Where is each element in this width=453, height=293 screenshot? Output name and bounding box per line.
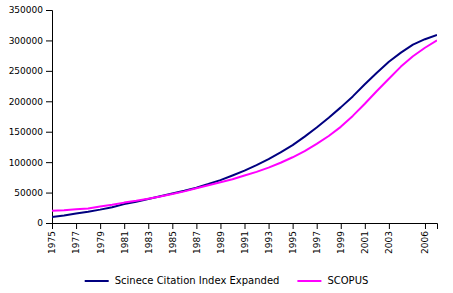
y-tick-mark <box>46 71 52 72</box>
x-tick: 1999 <box>336 223 346 254</box>
x-tick-label: 1977 <box>71 231 81 254</box>
x-tick: 1985 <box>168 223 178 254</box>
x-tick-label: 1999 <box>336 231 346 254</box>
x-tick-label: 1983 <box>144 231 154 254</box>
x-tick-label: 2003 <box>384 231 394 254</box>
legend-swatch <box>297 280 321 282</box>
x-tick-mark <box>76 223 77 229</box>
legend-item: Scinece Citation Index Expanded <box>85 275 280 286</box>
y-tick-label: 250000 <box>9 66 44 76</box>
legend-swatch <box>85 280 109 282</box>
x-tick-mark <box>389 223 390 229</box>
x-tick: 1997 <box>312 223 322 254</box>
x-tick-label: 1995 <box>288 231 298 254</box>
x-tick-mark <box>220 223 221 229</box>
legend-label: SCOPUS <box>327 275 368 286</box>
x-tick-mark <box>245 223 246 229</box>
x-tick: 1989 <box>216 223 226 254</box>
legend: Scinece Citation Index Expanded SCOPUS <box>85 275 369 286</box>
x-tick-label: 1981 <box>120 231 130 254</box>
x-tick-label: 1991 <box>240 231 250 254</box>
y-tick-mark <box>46 10 52 11</box>
marks <box>52 35 437 217</box>
legend-label: Scinece Citation Index Expanded <box>115 275 280 286</box>
x-tick-label: 1997 <box>312 231 322 254</box>
x-tick-mark <box>317 223 318 229</box>
y-tick: 350000 <box>9 5 52 15</box>
x-tick-mark <box>425 223 426 229</box>
x-tick: 2001 <box>360 223 370 254</box>
x-tick: 1975 <box>47 223 57 254</box>
y-tick-label: 200000 <box>9 97 44 107</box>
y-tick-label: 150000 <box>9 127 44 137</box>
y-tick-mark <box>46 193 52 194</box>
x-tick-mark <box>196 223 197 229</box>
x-tick: 1993 <box>264 223 274 254</box>
y-tick: 100000 <box>9 158 52 168</box>
x-tick-mark <box>124 223 125 229</box>
y-tick: 200000 <box>9 97 52 107</box>
y-tick-mark <box>46 101 52 102</box>
x-tick-mark <box>148 223 149 229</box>
y-tick: 300000 <box>9 36 52 46</box>
y-tick: 150000 <box>9 127 52 137</box>
x-tick-mark <box>269 223 270 229</box>
line <box>52 35 437 217</box>
y-tick-mark <box>46 40 52 41</box>
x-tick: 1979 <box>96 223 106 254</box>
x-tick-label: 2006 <box>420 231 430 254</box>
x-tick-label: 1975 <box>47 231 57 254</box>
x-tick-mark <box>341 223 342 229</box>
x-tick-label: 1989 <box>216 231 226 254</box>
x-tick-mark <box>293 223 294 229</box>
y-tick-label: 300000 <box>9 36 44 46</box>
plot: 1975 1977 1979 1981 1983 1985 1987 1989 1991 1993… <box>9 5 438 254</box>
y-tick-label: 50000 <box>14 188 43 198</box>
line <box>52 40 437 210</box>
y-tick-label: 0 <box>37 218 43 228</box>
x-tick: 1991 <box>240 223 250 254</box>
x-tick: 1995 <box>288 223 298 254</box>
y-tick: 250000 <box>9 66 52 76</box>
axis-line <box>46 11 53 224</box>
y-axis: 0 50000 100000 150000 200000 250000 300000 3500… <box>9 5 53 228</box>
y-tick: 50000 <box>14 188 52 198</box>
x-tick-label: 1987 <box>192 231 202 254</box>
x-tick: 2006 <box>420 223 430 254</box>
x-tick: 1981 <box>120 223 130 254</box>
axis-line <box>53 224 438 230</box>
x-tick-label: 1979 <box>96 231 106 254</box>
x-tick: 1987 <box>192 223 202 254</box>
x-tick-mark <box>100 223 101 229</box>
y-tick-mark <box>46 132 52 133</box>
chart: 1975 1977 1979 1981 1983 1985 1987 1989 1991 1993… <box>0 0 453 293</box>
y-tick-mark <box>46 162 52 163</box>
x-tick-label: 1985 <box>168 231 178 254</box>
x-tick-mark <box>365 223 366 229</box>
x-axis: 1975 1977 1979 1981 1983 1985 1987 1989 1991 1993… <box>47 223 437 254</box>
y-tick: 0 <box>37 218 52 228</box>
y-tick-label: 350000 <box>9 5 44 15</box>
x-tick: 1977 <box>71 223 81 254</box>
x-tick: 2003 <box>384 223 394 254</box>
legend-item: SCOPUS <box>297 275 368 286</box>
x-tick-label: 2001 <box>360 231 370 254</box>
x-tick: 1983 <box>144 223 154 254</box>
x-tick-label: 1993 <box>264 231 274 254</box>
x-tick-mark <box>172 223 173 229</box>
y-tick-label: 100000 <box>9 158 44 168</box>
y-tick-mark <box>46 223 52 224</box>
